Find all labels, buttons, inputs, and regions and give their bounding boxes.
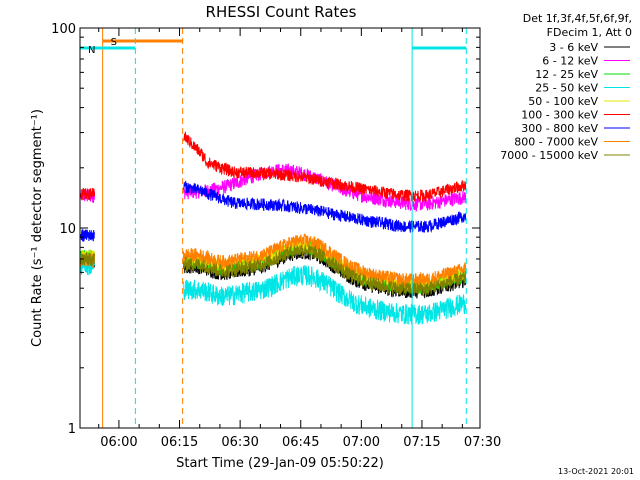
y-axis: 1 10 100 (51, 22, 480, 437)
legend-item-label: 100 - 300 keV (521, 109, 598, 122)
x-axis: 06:00 06:15 06:30 06:45 07:00 07:15 07:30 (98, 28, 501, 450)
legend: Det 1f,3f,4f,5f,6f,9f, FDecim 1, Att 0 3… (500, 12, 632, 162)
legend-item-label: 7000 - 15000 keV (500, 149, 598, 162)
legend-item-label: 6 - 12 keV (542, 55, 598, 68)
legend-item-label: 12 - 25 keV (535, 68, 598, 81)
series-7000-15000kev-early (80, 252, 95, 266)
marker-label-s: S (111, 37, 117, 48)
chart-title: RHESSI Count Rates (206, 3, 357, 21)
x-tick-label: 07:30 (464, 435, 501, 450)
x-tick-label: 06:15 (161, 435, 198, 450)
series-100-300kev (183, 131, 467, 203)
series-300-800kev-early (80, 228, 95, 242)
series-300-800kev (182, 180, 467, 233)
y-axis-label: Count Rate (s⁻¹ detector segment⁻¹) (30, 109, 45, 347)
series-25-50kev (182, 265, 467, 325)
y-tick-label: 100 (51, 22, 76, 37)
legend-item-label: 25 - 50 keV (535, 82, 598, 95)
x-tick-label: 07:15 (403, 435, 440, 450)
x-tick-label: 06:45 (282, 435, 319, 450)
legend-item-label: 300 - 800 keV (521, 122, 598, 135)
legend-item-label: 3 - 6 keV (549, 41, 598, 54)
series-7000-15000kev (182, 244, 467, 296)
timestamp: 13-Oct-2021 20:01 (558, 467, 634, 476)
legend-item-label: 800 - 7000 keV (514, 136, 598, 149)
marker-label-n: N (88, 45, 95, 56)
x-tick-label: 06:30 (221, 435, 258, 450)
legend-header-1: Det 1f,3f,4f,5f,6f,9f, (523, 12, 632, 25)
x-tick-label: 06:00 (100, 435, 137, 450)
plot-area: SN (79, 28, 467, 428)
series-100-300kev-early (80, 188, 95, 201)
y-tick-label: 1 (68, 422, 76, 437)
x-axis-label: Start Time (29-Jan-09 05:50:22) (176, 456, 384, 471)
legend-item-label: 50 - 100 keV (528, 95, 598, 108)
y-tick-label: 10 (59, 222, 76, 237)
legend-header-2: FDecim 1, Att 0 (547, 26, 632, 39)
x-tick-label: 07:00 (343, 435, 380, 450)
